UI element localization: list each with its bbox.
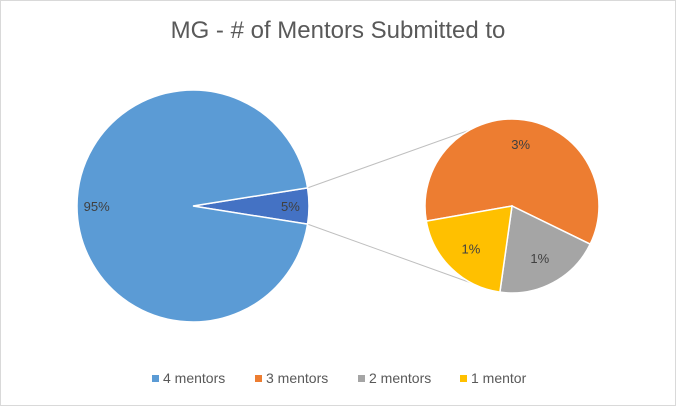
legend-label-1-mentor: 1 mentor: [471, 370, 527, 386]
data-label-1-mentor: 1%: [462, 242, 481, 257]
chart-title: MG - # of Mentors Submitted to: [170, 17, 506, 44]
legend-swatch-3-mentors: [255, 375, 262, 382]
data-label-2-mentors: 1%: [530, 251, 549, 266]
legend-swatch-1-mentor: [460, 375, 467, 382]
connector-line-bottom: [307, 223, 495, 292]
data-label-4-mentors: 95%: [84, 199, 110, 214]
data-label-3-mentors: 3%: [511, 137, 530, 152]
pie-slice-1-mentor: [425, 205, 513, 293]
pie-slice-4-mentors: [76, 89, 309, 323]
data-label-other: 5%: [281, 199, 300, 214]
legend-label-2-mentors: 2 mentors: [369, 370, 431, 386]
connector-line-top: [307, 119, 498, 189]
legend-label-3-mentors: 3 mentors: [266, 370, 328, 386]
legend-label-4-mentors: 4 mentors: [163, 370, 225, 386]
legend-swatch-2-mentors: [358, 375, 365, 382]
pie-slice-2-mentors: [499, 204, 592, 294]
legend-swatch-4-mentors: [152, 375, 159, 382]
pie-slice-3-mentors: [424, 118, 600, 246]
